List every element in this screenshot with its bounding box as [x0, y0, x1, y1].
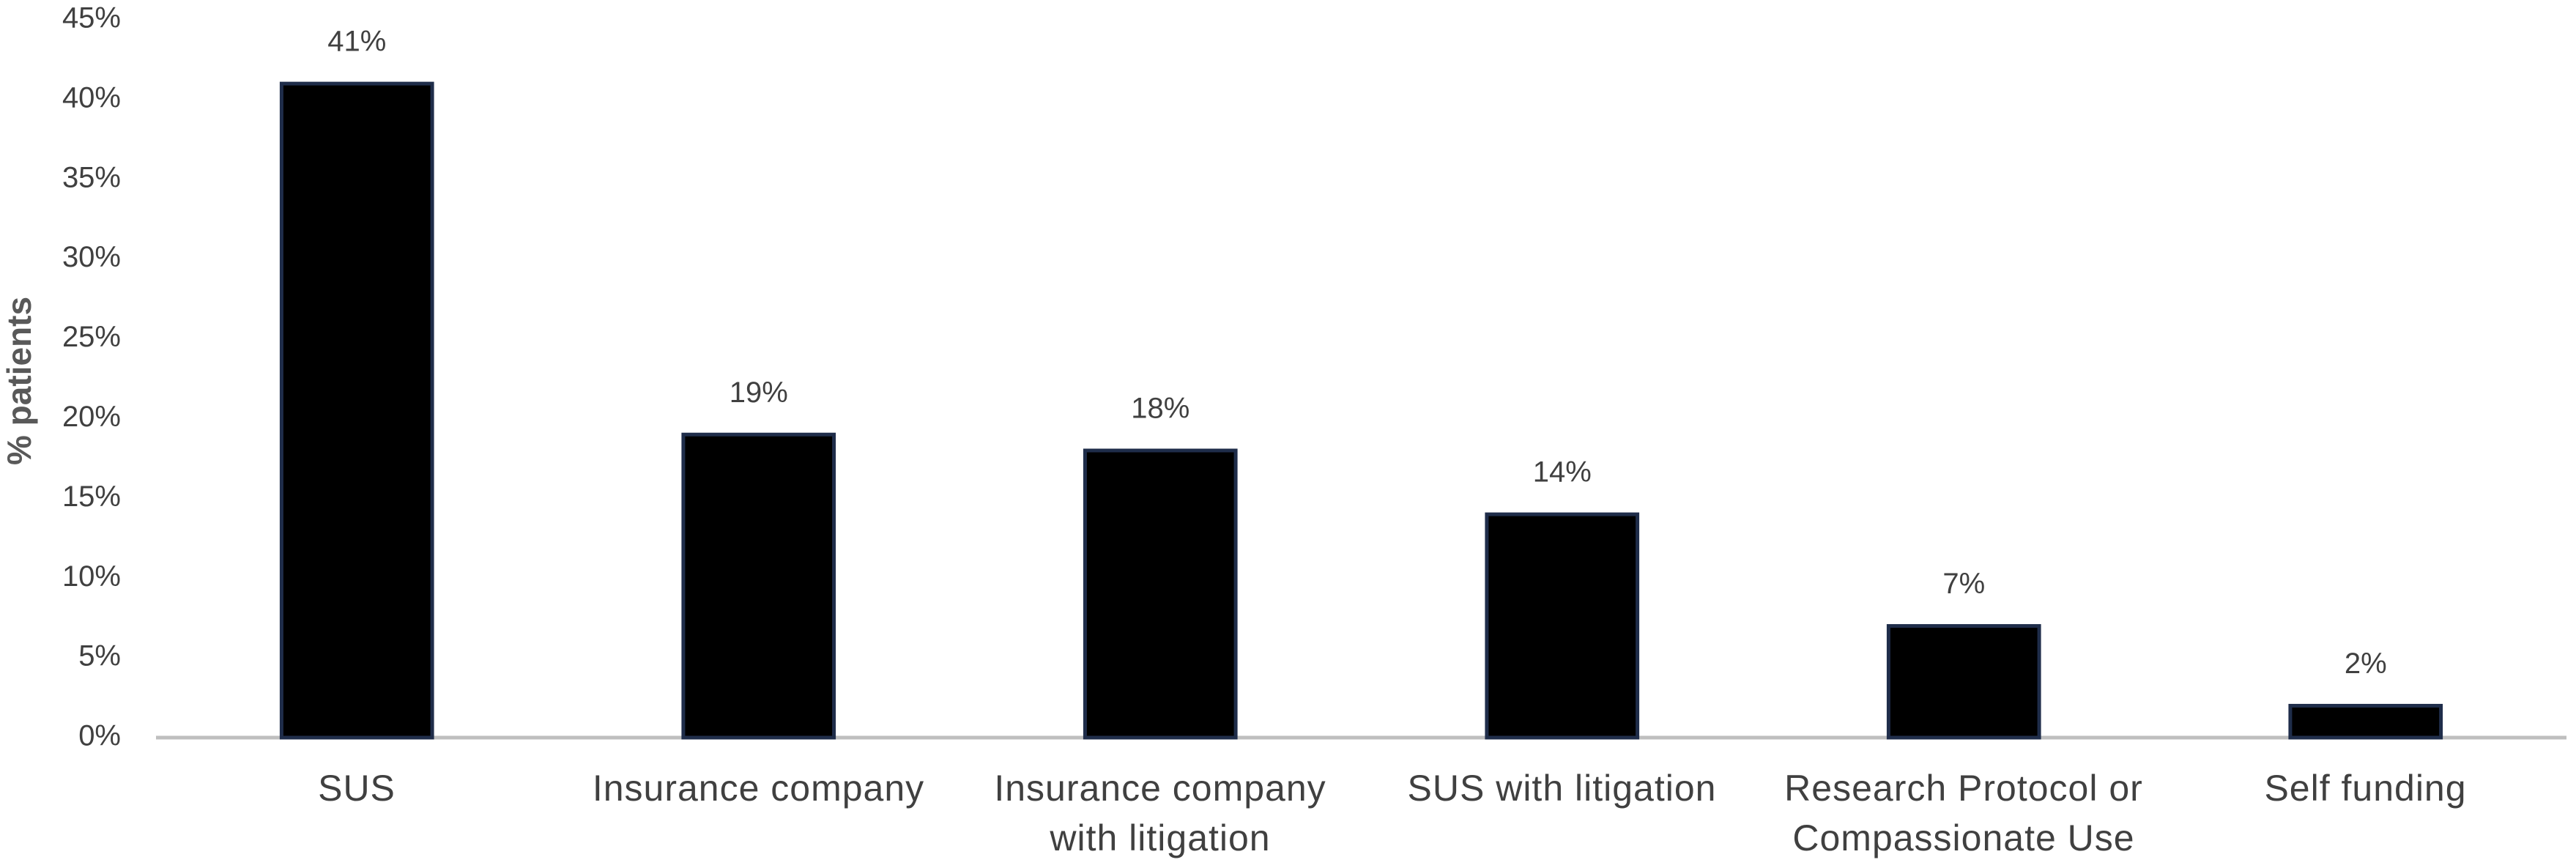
x-tick-label: Insurance company with litigation: [994, 768, 1326, 858]
y-tick-label: 5%: [78, 640, 121, 672]
value-label: 14%: [1533, 456, 1592, 489]
bar: [681, 432, 836, 740]
y-tick-label: 30%: [62, 241, 121, 273]
value-label: 2%: [2345, 648, 2387, 680]
y-tick-label: 40%: [62, 81, 121, 114]
x-tick-label: SUS with litigation: [1407, 768, 1717, 809]
x-tick-label: SUS: [318, 768, 396, 809]
value-label: 41%: [327, 26, 386, 58]
y-tick-label: 45%: [62, 2, 121, 34]
y-tick-label: 0%: [78, 720, 121, 752]
x-tick-label: Insurance company: [592, 768, 925, 809]
value-label: 7%: [1942, 568, 1985, 600]
bar: [1485, 512, 1640, 740]
bar: [279, 81, 434, 740]
y-tick-label: 10%: [62, 560, 121, 593]
x-tick-label: Self funding: [2264, 768, 2467, 809]
x-tick-label: Research Protocol or Compassionate Use: [1784, 768, 2143, 858]
bar: [1083, 448, 1238, 740]
value-label: 18%: [1131, 393, 1189, 425]
y-tick-label: 35%: [62, 161, 121, 193]
y-tick-label: 20%: [62, 401, 121, 433]
y-tick-label: 25%: [62, 321, 121, 353]
bar: [1886, 624, 2041, 740]
y-tick-label: 15%: [62, 481, 121, 513]
y-axis-label: % patients: [0, 297, 38, 465]
bar: [2288, 703, 2443, 740]
value-label: 19%: [730, 376, 788, 409]
